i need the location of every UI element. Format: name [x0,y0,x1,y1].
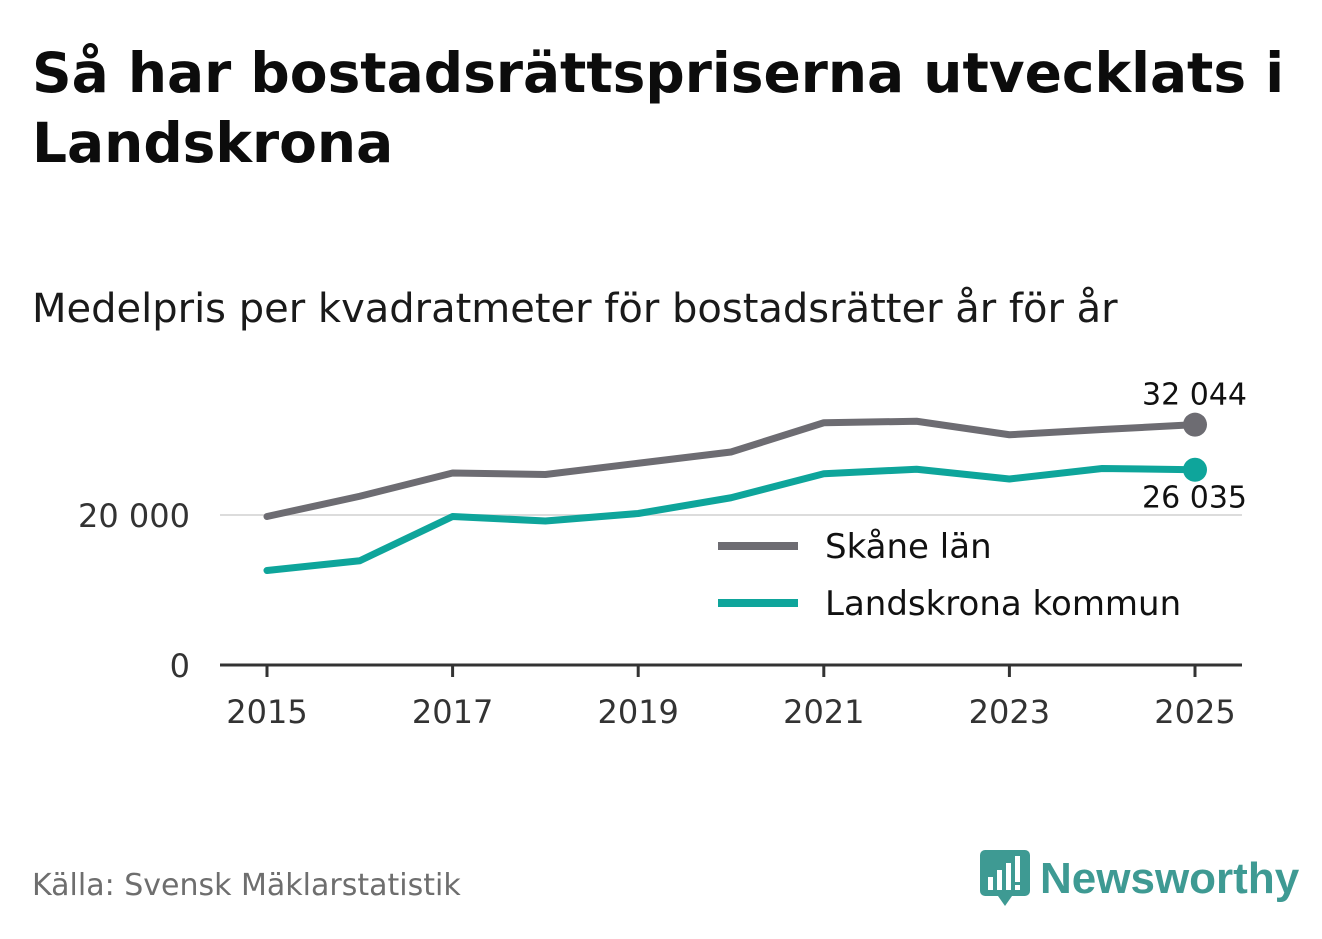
x-tick-label: 2021 [783,693,864,731]
y-tick-label: 20 000 [78,497,190,535]
y-tick-label: 0 [170,647,190,685]
source-note: Källa: Svensk Mäklarstatistik [32,868,461,903]
x-tick-label: 2017 [412,693,493,731]
legend-background [705,520,1225,630]
data-label: 32 044 [1142,378,1247,413]
series-lines [263,412,1207,574]
chart-title: Så har bostadsrättspriserna utvecklats i… [32,41,1285,175]
legend-entry: Landskrona kommun [825,584,1181,624]
line-chart: 0 20 000 2015 2017 2019 2021 2023 2025 32 044 26… [78,378,1247,731]
data-labels: 32 044 26 035 [1142,378,1247,516]
series-line-skane-lan [263,417,1199,520]
brand-logo[interactable]: Newsworthy [980,850,1299,908]
series-end-point [1183,457,1207,482]
legend: Skåne län Landskrona kommun [705,520,1225,630]
series-line-landskrona-kommun [263,465,1199,574]
chart-subtitle: Medelpris per kvadratmeter för bostadsrä… [32,286,1118,332]
data-label: 26 035 [1142,481,1247,516]
legend-entry: Skåne län [825,527,992,567]
brand-name: Newsworthy [1040,854,1300,903]
newsworthy-logo-icon [980,850,1030,906]
x-tick-label: 2019 [597,693,678,731]
x-tick-label: 2015 [226,693,307,731]
axes: 0 20 000 2015 2017 2019 2021 2023 2025 [78,497,1242,731]
x-tick-label: 2025 [1154,693,1235,731]
series-end-point [1183,412,1207,437]
x-tick-label: 2023 [969,693,1050,731]
